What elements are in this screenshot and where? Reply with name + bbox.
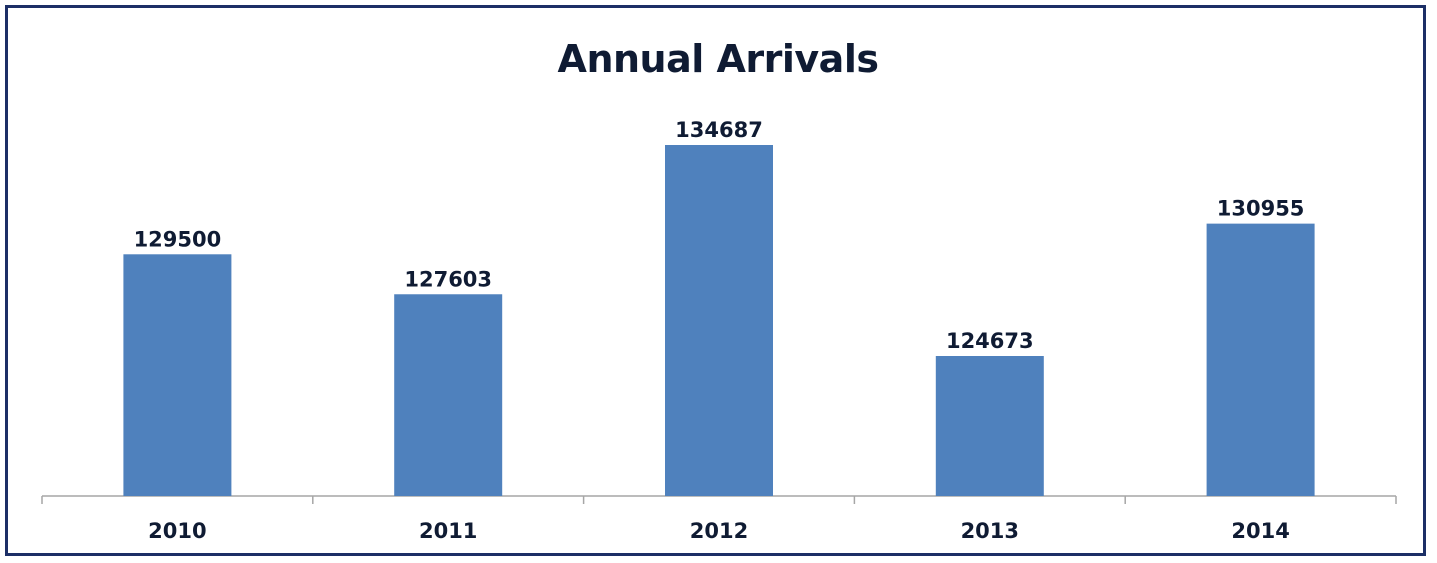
bar-2011 [394,294,503,496]
x-tick-labels-group: 2010 2011 2012 2013 2014 [148,519,1290,543]
bar-2014 [1206,223,1315,496]
bar-2012 [665,145,773,496]
value-label-2013: 124673 [946,329,1034,353]
x-tick-label-2011: 2011 [419,519,477,543]
x-tick-label-2014: 2014 [1231,519,1289,543]
x-ticks-group [41,496,1397,504]
bar-2010 [123,254,232,496]
value-label-2010: 129500 [134,227,222,251]
chart-title: Annual Arrivals [558,37,879,81]
bar-2013 [935,356,1044,496]
value-label-2011: 127603 [404,267,492,291]
value-label-2014: 130955 [1217,197,1305,221]
value-label-2012: 134687 [675,118,763,142]
x-tick-label-2012: 2012 [690,519,748,543]
x-tick-label-2010: 2010 [148,519,206,543]
x-tick-label-2013: 2013 [961,519,1019,543]
bars-group [123,145,1315,496]
value-labels-group: 129500 127603 134687 124673 130955 [134,118,1305,353]
